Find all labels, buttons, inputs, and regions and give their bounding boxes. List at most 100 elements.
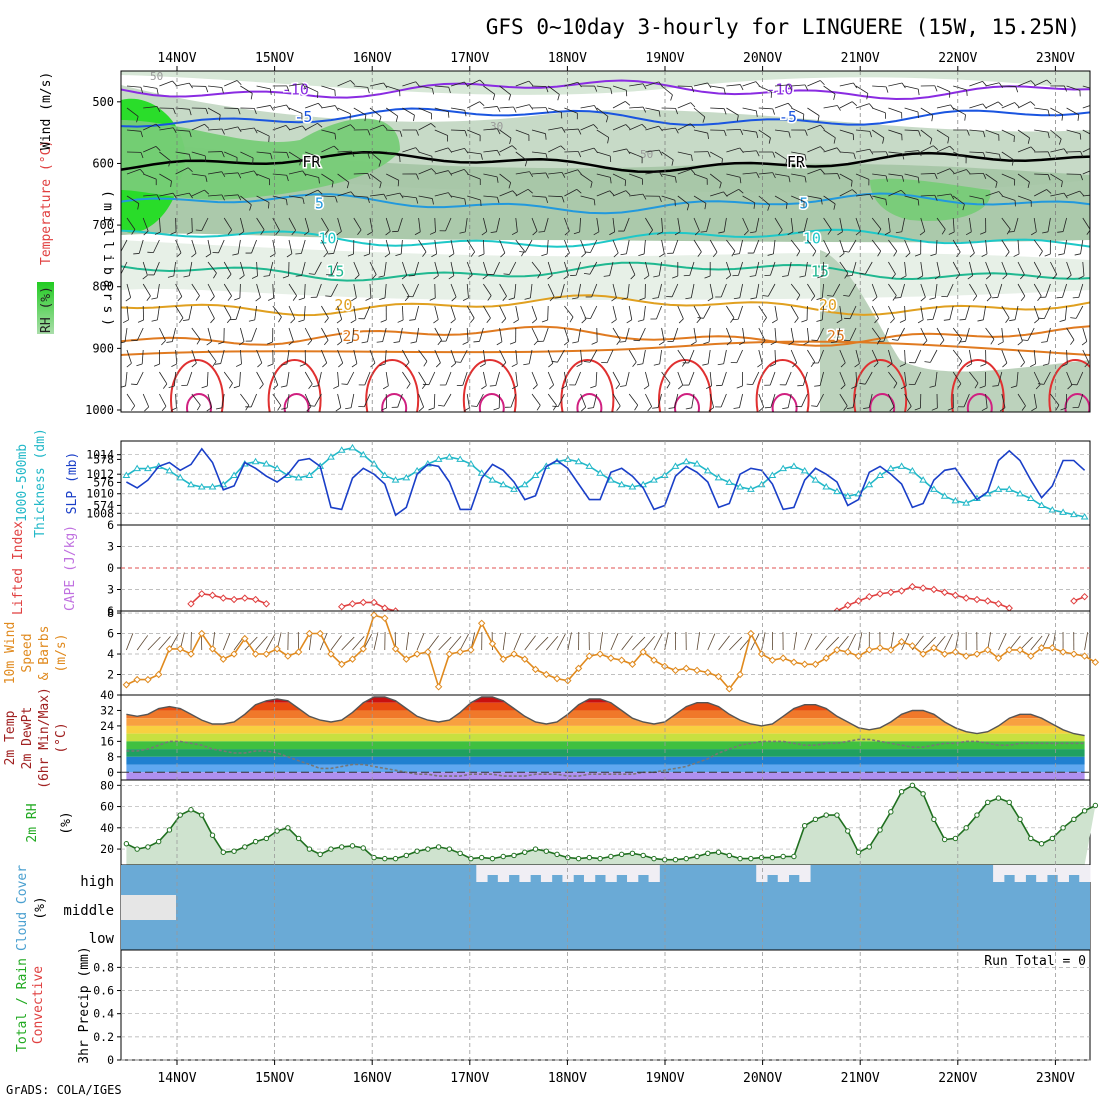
wind-barb [486, 317, 491, 324]
wind-barb [577, 169, 582, 175]
wind-barb [791, 151, 806, 155]
wind-barb [545, 86, 549, 93]
wind-barb [930, 253, 937, 257]
wind-barb [255, 636, 268, 651]
warm-contour [853, 359, 908, 412]
ua-label-temp: Temperature (°C) [39, 140, 54, 265]
wind-barb [703, 341, 710, 345]
wind-barb [207, 349, 217, 362]
wind-barb [524, 297, 531, 300]
wind-barb [839, 151, 854, 154]
wind-barb [126, 305, 129, 320]
wind-barb [557, 393, 565, 407]
wind-barb [883, 327, 889, 342]
wind-barb [142, 261, 148, 276]
thickness-point [456, 455, 465, 462]
wind-barb [338, 362, 344, 368]
wind-barb [462, 341, 469, 345]
rh2m-point [425, 846, 431, 852]
wind-barb [1096, 104, 1100, 109]
wind-barb [1082, 170, 1090, 175]
cloud-gap [799, 865, 811, 882]
wind-barb [919, 231, 926, 236]
wind-barb [740, 129, 744, 135]
wind-barb [182, 319, 189, 322]
wind-barb [191, 151, 206, 157]
wind-barb [438, 636, 452, 651]
wind-barb [170, 231, 177, 235]
wind-barb [272, 305, 282, 318]
wind-barb [126, 349, 132, 364]
wind-barb [936, 168, 951, 175]
wind-barb [531, 261, 541, 274]
wind-barb [726, 147, 740, 153]
cloud-gap [530, 865, 542, 875]
thickness-point [531, 471, 540, 479]
wind-barb [487, 295, 492, 301]
warm-contour [267, 359, 322, 412]
wind-barb [758, 129, 771, 139]
wind-barb [499, 283, 507, 297]
wind-barb [557, 349, 565, 363]
wind-barb [544, 217, 549, 232]
wind-barb [804, 633, 813, 651]
thickness-point [208, 483, 217, 490]
wind-barb [467, 151, 482, 155]
wind-speed-point [542, 670, 550, 679]
wind-barb [690, 169, 696, 175]
wind-barb [979, 385, 986, 389]
wind-barb [739, 393, 743, 408]
wind-barb [985, 274, 991, 280]
wind-barb [173, 108, 176, 115]
cloud-gap [540, 865, 553, 882]
wind-barb [589, 349, 598, 363]
wind-barb [515, 104, 530, 109]
isotherm-label: -5 [779, 108, 797, 126]
thickness-point [230, 471, 238, 479]
wind-barb [761, 632, 766, 651]
wind-barb [985, 393, 988, 408]
wind-speed-point [585, 652, 594, 660]
wind-barb [305, 189, 319, 197]
wind-barb [707, 133, 709, 140]
wind-barb [502, 632, 507, 651]
wind-barb [547, 349, 554, 364]
wind-barb [773, 239, 776, 254]
temp-band [126, 733, 1085, 742]
warm-contour [674, 393, 700, 412]
thickness-point [833, 487, 841, 495]
wind-barb [337, 173, 350, 183]
wind-barb [175, 151, 190, 155]
wind-barb [352, 327, 355, 342]
wind-barb [207, 393, 213, 408]
wind-barb [418, 371, 427, 385]
wind-barb [224, 194, 239, 197]
wind-barb [564, 107, 578, 114]
wind-barb [832, 283, 841, 297]
cloud-gap [1057, 865, 1069, 882]
wind-barb [1097, 194, 1100, 199]
rh2m-point [489, 855, 496, 862]
wind-barb [341, 383, 348, 385]
wind-barb [872, 195, 886, 200]
wind-barb [623, 217, 630, 232]
lifted-index-line [190, 585, 1085, 612]
ytick-label: 16 [100, 734, 114, 748]
wind-speed-point [338, 660, 346, 668]
wind-barb [1042, 231, 1049, 234]
wind-barb [1015, 86, 1019, 93]
wind-barb [645, 217, 653, 231]
wind-barb [175, 107, 190, 110]
wind-barb [985, 191, 999, 197]
wind-barb [787, 393, 792, 408]
wind-barb [256, 217, 265, 230]
wind-barb [609, 231, 615, 236]
wind-barb [545, 197, 549, 204]
wind-barb [730, 317, 735, 323]
wind-barb [690, 341, 697, 346]
rh2m-point [468, 855, 474, 862]
wind-barb [981, 253, 988, 258]
wind-barb [589, 261, 598, 275]
wind-barb [790, 349, 798, 364]
wind-barb [373, 632, 379, 651]
